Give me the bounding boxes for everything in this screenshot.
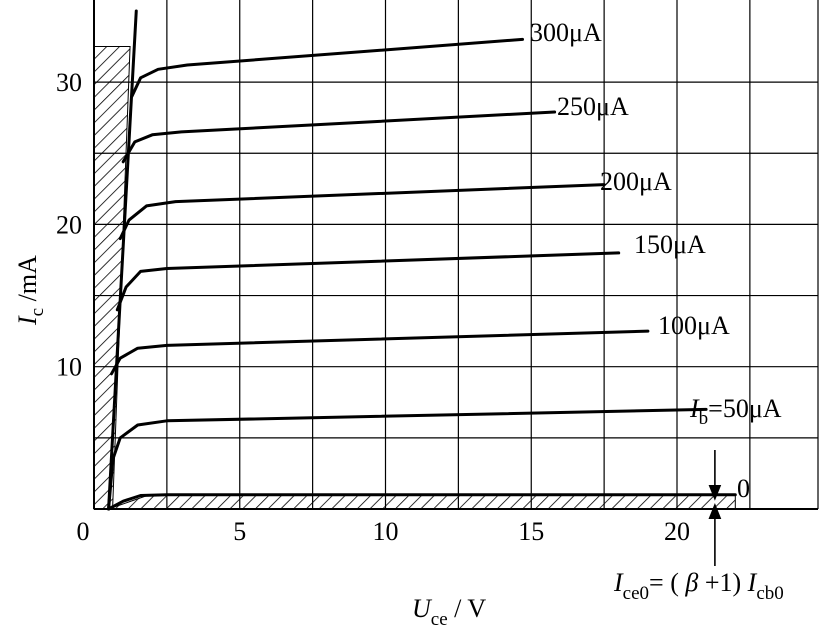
annotation-formula: Ice0= ( β +1) Icb0 <box>613 568 784 604</box>
x-axis-label: Uce / V <box>412 594 486 630</box>
labels: 0 Ib=50μA 100μA 150μA 200μA 250μA 300μA 0 5 10 15 2… <box>13 18 784 630</box>
y-tick-label: 30 <box>56 68 82 97</box>
x-tick-label: 5 <box>233 517 246 546</box>
curve-3 <box>115 251 621 312</box>
curves <box>107 9 737 566</box>
hatched-regions <box>93 46 736 510</box>
curve-5 <box>121 110 557 164</box>
curve-4 <box>118 183 606 241</box>
series-label: 100μA <box>658 311 730 340</box>
x-tick-label: 20 <box>664 517 690 546</box>
y-tick-label: 10 <box>56 353 82 382</box>
series-label: 200μA <box>600 167 672 196</box>
saturation-region-hatch <box>93 46 131 510</box>
curve-0 <box>107 493 737 511</box>
x-tick-label: 15 <box>518 517 544 546</box>
x-tick-label: 0 <box>77 517 90 546</box>
series-label: 0 <box>737 474 750 503</box>
x-tick-label: 10 <box>373 517 399 546</box>
y-axis-label: Ic /mA <box>13 255 48 326</box>
grid <box>93 0 819 510</box>
y-tick-label: 20 <box>56 210 82 239</box>
cutoff-region-hatch <box>108 494 736 510</box>
curve-6 <box>130 37 524 98</box>
series-label: 150μA <box>634 230 706 259</box>
curve-2 <box>110 329 650 376</box>
series-label: 250μA <box>557 92 629 121</box>
curve-1 <box>107 407 708 511</box>
series-label: Ib=50μA <box>689 394 782 429</box>
series-label: 300μA <box>530 18 602 47</box>
